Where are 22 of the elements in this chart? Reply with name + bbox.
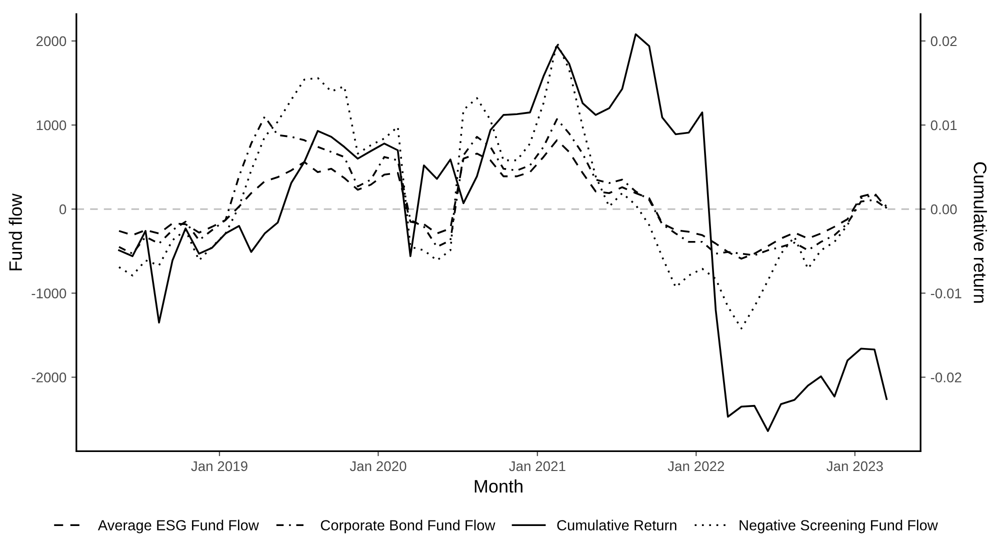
legend-label: Negative Screening Fund Flow — [740, 520, 938, 534]
y-tick-label: -2000 — [32, 372, 66, 382]
y2-tick-label: 0.00 — [930, 204, 957, 214]
x-axis-title: Month — [474, 479, 522, 493]
x-tick-label: Jan 2020 — [350, 461, 406, 472]
x-tick-label: Jan 2022 — [668, 461, 724, 472]
x-tick-label: Jan 2021 — [509, 461, 566, 472]
y2-axis-title: Cumulative return — [974, 162, 987, 303]
y-tick-label: 0 — [59, 204, 66, 214]
x-tick-label: Jan 2023 — [826, 461, 883, 472]
y2-tick-label: 0.02 — [930, 36, 957, 46]
y2-tick-label: -0.01 — [930, 288, 962, 298]
y-tick-label: 2000 — [36, 36, 66, 46]
y-tick-label: 1000 — [36, 120, 66, 130]
y2-tick-label: 0.01 — [930, 120, 957, 130]
y-tick-label: -1000 — [32, 288, 66, 298]
y-axis-title: Fund flow — [8, 193, 22, 270]
y2-tick-label: -0.02 — [930, 372, 962, 382]
x-tick-label: Jan 2019 — [191, 461, 248, 472]
legend-label: Cumulative Return — [557, 520, 676, 530]
legend-label: Corporate Bond Fund Flow — [320, 520, 496, 534]
legend-label: Average ESG Fund Flow — [98, 520, 259, 534]
